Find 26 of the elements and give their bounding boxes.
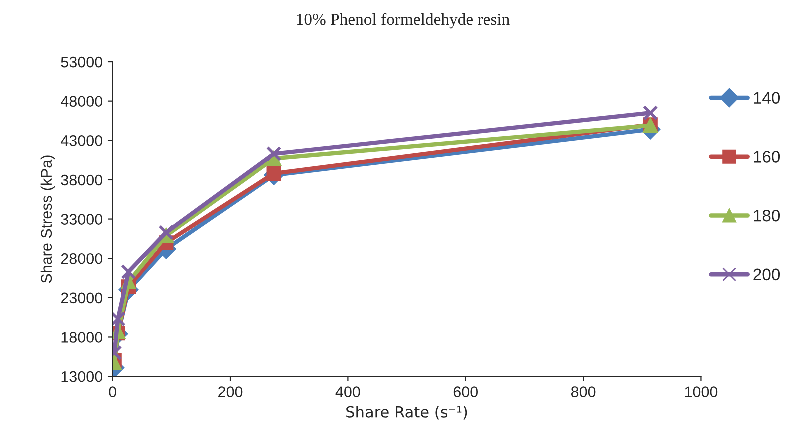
y-tick-label: 53000 bbox=[61, 56, 103, 68]
x-tick-label: 800 bbox=[571, 386, 596, 398]
x-tick-label: 1000 bbox=[685, 386, 718, 398]
y-tick-label: 18000 bbox=[62, 332, 103, 343]
legend-label: 160 bbox=[754, 151, 780, 163]
y-tick-label: 38000 bbox=[61, 174, 103, 186]
legend-label: 200 bbox=[754, 268, 780, 281]
y-tick-label: 28000 bbox=[61, 253, 103, 264]
x-tick-label: 200 bbox=[218, 386, 243, 398]
legend-label: 140 bbox=[754, 92, 780, 104]
point bbox=[121, 264, 136, 280]
x-axis-title: Share Rate (s⁻¹) bbox=[346, 406, 468, 420]
point bbox=[266, 146, 282, 162]
y-axis-title: Share Stress (kPa) bbox=[40, 156, 56, 284]
x-tick-label: 0 bbox=[109, 386, 116, 398]
y-tick-label: 33000 bbox=[61, 214, 103, 225]
point bbox=[642, 105, 658, 121]
point bbox=[158, 225, 174, 240]
y-tick-label: 48000 bbox=[60, 96, 103, 108]
chart-title: 10% Phenol formeldehyde resin bbox=[297, 13, 510, 29]
y-tick-label: 23000 bbox=[61, 292, 103, 304]
y-tick-label: 43000 bbox=[60, 136, 103, 146]
x-tick-label: 600 bbox=[454, 386, 478, 398]
x-tick-label: 400 bbox=[336, 386, 360, 398]
y-tick-label: 13000 bbox=[62, 371, 103, 382]
legend-label: 180 bbox=[754, 210, 780, 222]
